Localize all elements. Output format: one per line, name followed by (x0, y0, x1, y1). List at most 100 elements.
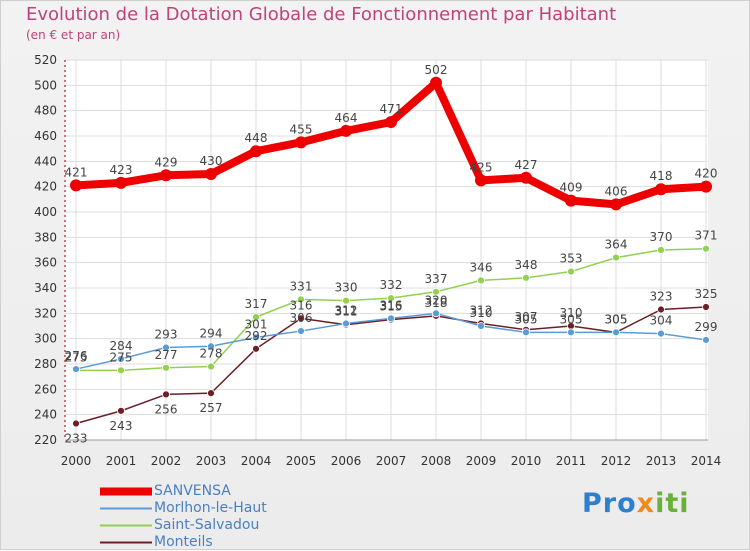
data-label: 304 (650, 314, 673, 328)
data-label: 455 (290, 122, 313, 136)
x-tick-label: 2005 (286, 454, 317, 468)
data-point (567, 328, 575, 337)
data-point (207, 362, 215, 371)
data-point (297, 295, 305, 304)
data-label: 301 (245, 317, 268, 331)
data-label: 276 (65, 349, 88, 363)
data-point (387, 294, 395, 303)
y-tick-label: 380 (34, 230, 57, 244)
data-point (477, 276, 485, 285)
data-point (160, 169, 172, 182)
data-point (115, 176, 127, 189)
data-point (567, 267, 575, 276)
data-label: 312 (335, 303, 358, 317)
data-label: 315 (380, 300, 403, 314)
data-point (565, 194, 577, 207)
data-label: 371 (695, 229, 718, 243)
data-point (252, 313, 260, 322)
x-tick-label: 2012 (601, 454, 632, 468)
chart-title: Evolution de la Dotation Globale de Fonc… (26, 4, 617, 25)
data-label: 257 (200, 401, 223, 415)
data-point (72, 365, 80, 373)
data-point (297, 327, 305, 335)
data-label: 278 (200, 347, 223, 361)
x-tick-label: 2003 (196, 454, 227, 468)
data-label: 275 (110, 350, 133, 364)
legend-item-sanvensa: SANVENSA (100, 483, 267, 500)
data-point (297, 314, 305, 323)
y-tick-label: 340 (34, 281, 57, 295)
x-tick-label: 2011 (556, 454, 587, 468)
data-point (162, 390, 170, 399)
legend-label-saint-salvadou: Saint-Salvadou (154, 517, 260, 533)
data-label: 292 (245, 329, 268, 343)
data-point (162, 343, 170, 352)
data-label: 256 (155, 402, 178, 416)
data-label: 316 (380, 298, 403, 312)
y-tick-label: 440 (34, 154, 57, 168)
legend-item-morlhon-le-haut: Morlhon-le-Haut (100, 500, 267, 517)
data-label: 299 (695, 320, 718, 334)
data-point (252, 344, 260, 353)
data-point (612, 328, 620, 337)
data-point (207, 342, 215, 351)
data-point (162, 363, 170, 372)
y-tick-label: 320 (34, 306, 57, 320)
data-point (432, 287, 440, 296)
data-label: 421 (65, 165, 88, 179)
data-point (702, 244, 710, 253)
data-point (522, 273, 530, 282)
y-tick-label: 480 (34, 104, 57, 118)
data-label: 330 (335, 281, 358, 295)
x-tick-label: 2002 (151, 454, 182, 468)
data-point (70, 179, 82, 192)
data-label: 406 (605, 184, 628, 198)
y-tick-label: 300 (34, 332, 57, 346)
data-label: 325 (695, 287, 718, 301)
data-point (610, 198, 622, 211)
legend-swatch-sanvensa (100, 487, 152, 496)
data-label: 317 (245, 297, 268, 311)
data-label: 353 (560, 252, 583, 266)
legend-item-monteils: Monteils (100, 534, 267, 551)
data-label: 323 (650, 290, 673, 304)
y-tick-label: 420 (34, 180, 57, 194)
data-point (520, 171, 532, 184)
x-tick-label: 2001 (106, 454, 137, 468)
data-label: 471 (380, 102, 403, 116)
data-label: 310 (470, 306, 493, 320)
y-tick-label: 400 (34, 205, 57, 219)
data-label: 293 (155, 328, 178, 342)
data-label: 418 (650, 169, 673, 183)
legend-swatch-monteils (100, 541, 152, 544)
y-tick-label: 240 (34, 408, 57, 422)
x-tick-label: 2006 (331, 454, 362, 468)
data-point (702, 303, 710, 311)
x-tick-label: 2007 (376, 454, 407, 468)
legend-label-sanvensa: SANVENSA (154, 483, 231, 499)
y-tick-label: 500 (34, 78, 57, 92)
data-label: 294 (200, 326, 223, 340)
data-point (657, 246, 665, 254)
data-label: 332 (380, 278, 403, 292)
data-label: 305 (515, 312, 538, 326)
legend-swatch-morlhon-le-haut (100, 507, 152, 510)
data-label: 348 (515, 258, 538, 272)
data-label: 364 (605, 238, 628, 252)
data-point (477, 322, 485, 330)
data-label: 502 (425, 63, 448, 77)
data-label: 420 (695, 167, 718, 181)
data-label: 430 (200, 154, 223, 168)
x-tick-label: 2009 (466, 454, 497, 468)
data-point (117, 406, 125, 415)
chart-subtitle: (en € et par an) (26, 28, 121, 42)
data-label: 448 (245, 131, 268, 145)
data-label: 423 (110, 163, 133, 177)
data-label: 311 (335, 305, 358, 319)
x-tick-label: 2010 (511, 454, 542, 468)
x-tick-label: 2014 (691, 454, 722, 468)
data-point (252, 333, 260, 342)
data-point (205, 168, 217, 180)
data-label: 331 (290, 279, 313, 293)
